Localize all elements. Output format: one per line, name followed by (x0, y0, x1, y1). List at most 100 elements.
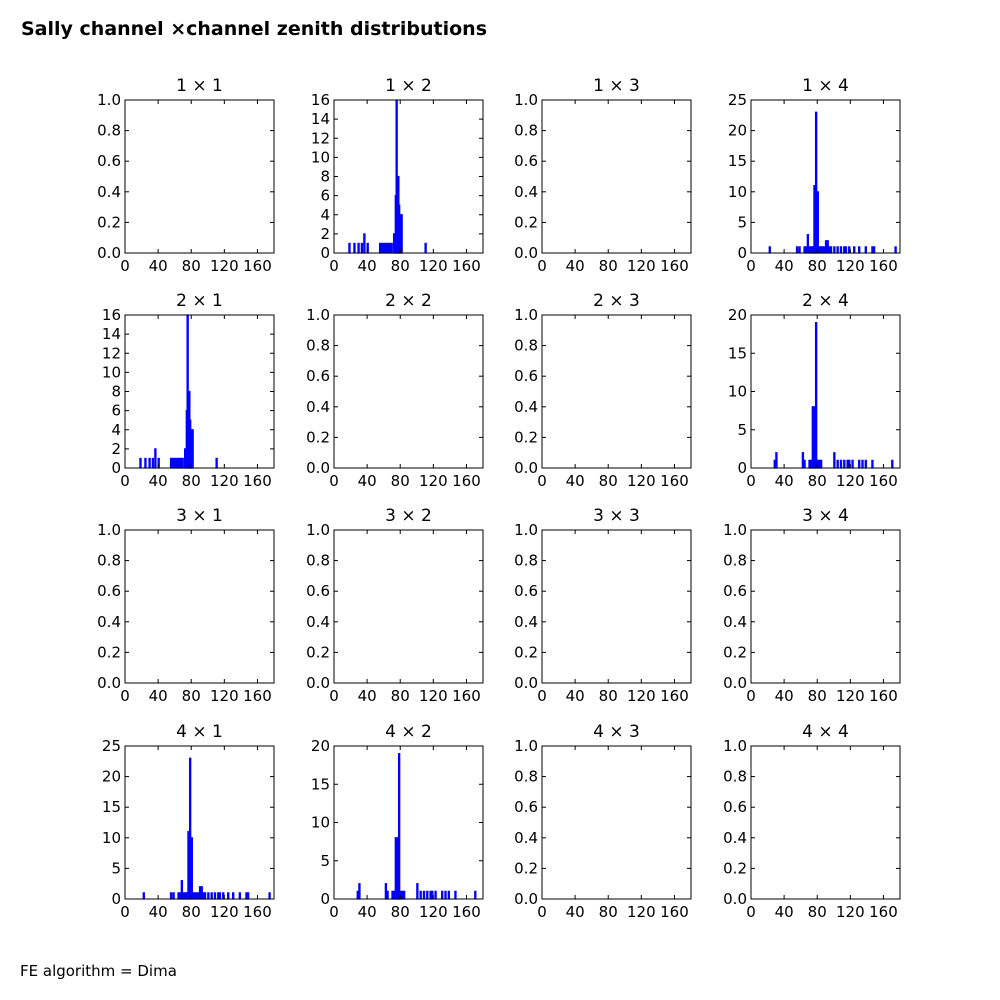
y-tick-label: 0 (737, 459, 747, 477)
y-tick-label: 1.0 (514, 306, 538, 324)
data-bar (836, 246, 839, 254)
y-tick-label: 0.6 (306, 582, 330, 600)
y-tick-label: 0.6 (514, 152, 538, 170)
data-bar (773, 459, 776, 469)
x-tick-label: 0 (537, 257, 547, 275)
y-tick-label: 0.4 (723, 829, 747, 847)
y-tick-label: 0.2 (97, 213, 121, 231)
y-tick-label: 0.6 (97, 152, 121, 170)
subplot-title: 4 × 3 (593, 722, 640, 742)
y-tick-label: 4 (320, 206, 330, 224)
x-tick-label: 0 (120, 257, 130, 275)
x-tick-label: 0 (120, 687, 130, 705)
data-bar (142, 892, 145, 900)
data-bar (139, 457, 142, 469)
subplot-title: 4 × 4 (802, 722, 849, 742)
data-bar (844, 246, 848, 254)
data-bar (833, 246, 836, 254)
data-bar (184, 892, 187, 900)
y-tick-label: 1.0 (306, 521, 330, 539)
y-tick-label: 0.2 (306, 643, 330, 661)
data-bar (357, 242, 360, 254)
x-tick-label: 160 (869, 257, 898, 275)
data-bar (454, 890, 457, 900)
data-bar (356, 890, 359, 900)
x-tick-label: 160 (452, 903, 481, 921)
y-tick-label: 0.2 (306, 428, 330, 446)
subplot-2-2: 2 × 2 0.0 0.2 0.4 0.6 0.8 1.0 0 40 80 120 160 (306, 291, 484, 490)
plot-frame (541, 745, 692, 900)
x-tick-label: 160 (452, 687, 481, 705)
x-tick-label: 0 (537, 687, 547, 705)
subplot-title: 1 × 4 (802, 76, 849, 96)
data-bar (431, 890, 434, 900)
x-tick-label: 40 (775, 687, 794, 705)
y-tick-label: 8 (111, 383, 121, 401)
x-tick-label: 40 (775, 472, 794, 490)
data-bar (795, 246, 799, 254)
y-tick-label: 0 (111, 890, 121, 908)
data-bar (839, 459, 843, 469)
data-bar (444, 890, 447, 900)
plot-frame (124, 529, 275, 684)
x-tick-label: 80 (808, 472, 827, 490)
data-bar (858, 459, 861, 469)
data-bar (768, 246, 771, 254)
data-bar (864, 246, 867, 254)
footer-note: FE algorithm = Dima (20, 962, 177, 980)
y-tick-label: 0.4 (514, 398, 538, 416)
data-bar (382, 242, 385, 254)
plot-frame (124, 314, 275, 469)
data-bar (363, 233, 366, 254)
subplot-title: 1 × 1 (176, 76, 223, 96)
data-bar (819, 246, 823, 254)
x-tick-label: 120 (210, 472, 239, 490)
x-tick-label: 80 (391, 257, 410, 275)
y-tick-label: 16 (311, 91, 330, 109)
data-bar (829, 246, 833, 254)
data-bar (416, 883, 419, 900)
x-tick-label: 120 (627, 903, 656, 921)
data-bar (848, 246, 851, 254)
y-tick-label: 15 (728, 152, 747, 170)
x-tick-label: 120 (836, 257, 865, 275)
subplot-title: 3 × 2 (385, 506, 432, 526)
x-tick-label: 40 (566, 903, 585, 921)
plot-frame (541, 529, 692, 684)
subplot-2-3: 2 × 3 0.0 0.2 0.4 0.6 0.8 1.0 0 40 80 120 160 (514, 291, 692, 490)
x-tick-label: 160 (243, 687, 272, 705)
x-tick-label: 80 (599, 472, 618, 490)
plot-frame (750, 745, 901, 900)
y-tick-label: 10 (728, 383, 747, 401)
data-bar (192, 892, 195, 900)
data-bar (894, 246, 897, 254)
y-tick-label: 0.2 (723, 643, 747, 661)
data-bar (858, 246, 861, 254)
data-bar (246, 892, 250, 900)
data-bar (203, 892, 207, 900)
x-tick-label: 120 (419, 472, 448, 490)
y-tick-label: 1.0 (306, 306, 330, 324)
data-bar (419, 890, 422, 900)
x-tick-label: 160 (660, 472, 689, 490)
x-tick-label: 80 (599, 257, 618, 275)
subplot-title: 1 × 2 (385, 76, 432, 96)
data-bar (839, 246, 843, 254)
plot-frame (333, 99, 484, 254)
figure-title: Sally channel ×channel zenith distributi… (21, 18, 488, 40)
y-tick-label: 15 (102, 798, 121, 816)
y-tick-label: 0.8 (723, 552, 747, 570)
data-bar (803, 246, 806, 254)
data-bar (238, 892, 241, 900)
y-tick-label: 0.2 (723, 859, 747, 877)
x-tick-label: 120 (836, 687, 865, 705)
data-bar (853, 246, 856, 254)
data-bar (198, 886, 202, 900)
y-tick-label: 0.0 (514, 674, 538, 692)
data-bar (814, 322, 818, 469)
y-tick-label: 0.0 (723, 890, 747, 908)
data-bar (169, 457, 173, 469)
data-bar (434, 890, 437, 900)
data-bar (207, 892, 210, 900)
